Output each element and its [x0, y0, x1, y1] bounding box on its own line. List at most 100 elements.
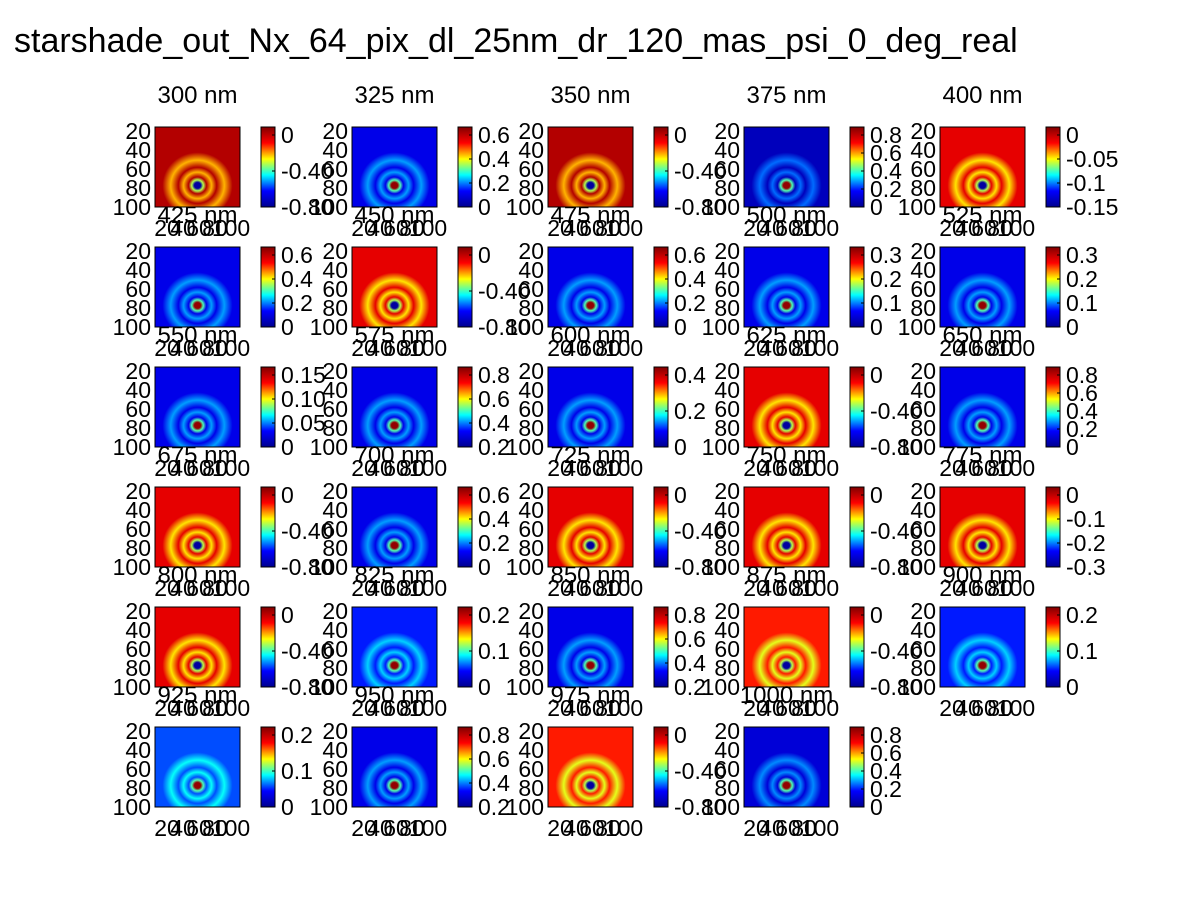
x-tick-label: 80	[595, 575, 621, 601]
x-tick-label: 80	[595, 815, 621, 841]
x-tick-label: 40	[955, 455, 981, 481]
heatmap-image	[940, 127, 1025, 207]
y-tick-label: 80	[910, 175, 936, 201]
x-tick-label: 20	[154, 455, 180, 481]
colorbar-tick-label: -0.80	[281, 194, 333, 220]
colorbar-frame	[849, 366, 865, 448]
x-tick-label: 100	[605, 215, 643, 241]
x-tick-label: 40	[759, 215, 785, 241]
heatmap-frame	[743, 366, 830, 448]
heatmap-image	[352, 127, 437, 207]
x-tick-label: 100	[409, 695, 447, 721]
x-tick-label: 100	[409, 335, 447, 361]
x-tick-label: 20	[939, 575, 965, 601]
panel-title: 300 nm	[157, 82, 237, 109]
colorbar	[654, 727, 668, 807]
colorbar-tick-label: -0.15	[1066, 194, 1118, 220]
y-tick-label: 40	[125, 377, 151, 403]
y-tick-label: 40	[125, 137, 151, 163]
x-tick-label: 60	[186, 815, 212, 841]
panel-title: 650 nm	[942, 322, 1022, 349]
x-tick-label: 80	[987, 695, 1013, 721]
y-tick-label: 80	[714, 535, 740, 561]
colorbar-tick-label: 0.4	[674, 650, 706, 676]
colorbar-tick-label: 0.1	[870, 290, 902, 316]
y-tick-label: 60	[125, 276, 151, 302]
x-tick-label: 60	[579, 455, 605, 481]
colorbar-tick-label: 0.1	[478, 638, 510, 664]
x-tick-label: 80	[399, 695, 425, 721]
x-tick-label: 20	[547, 695, 573, 721]
x-tick-label: 40	[563, 695, 589, 721]
y-tick-label: 80	[518, 655, 544, 681]
x-tick-label: 80	[202, 575, 228, 601]
x-tick-label: 60	[579, 335, 605, 361]
x-tick-label: 100	[409, 215, 447, 241]
colorbar-tick-label: -0.80	[870, 434, 922, 460]
colorbar-tick-label: 0.2	[870, 266, 902, 292]
heatmap-panel: 775 nm20406080100204060801000-0.1-0.2-0.…	[898, 442, 1106, 601]
heatmap-image	[548, 367, 633, 447]
colorbar	[458, 727, 472, 807]
colorbar-tick-label: 0	[281, 794, 294, 820]
colorbar-tick-label: 0.6	[674, 626, 706, 652]
y-tick-label: 60	[714, 396, 740, 422]
heatmap-frame	[351, 486, 438, 568]
colorbar-frame	[653, 366, 669, 448]
y-tick-label: 20	[714, 238, 740, 264]
panel-title: 350 nm	[550, 82, 630, 109]
heatmap-frame	[939, 126, 1026, 208]
colorbar-tick-label: 0	[281, 482, 294, 508]
colorbar-tick-label: 0.4	[674, 362, 706, 388]
colorbar-tick-label: 0.3	[1066, 242, 1098, 268]
y-tick-label: 60	[714, 636, 740, 662]
colorbar-frame	[653, 246, 669, 328]
y-tick-label: 80	[125, 295, 151, 321]
heatmap-image	[548, 607, 633, 687]
heatmap-image	[548, 127, 633, 207]
y-tick-label: 80	[322, 295, 348, 321]
y-tick-label: 40	[322, 137, 348, 163]
colorbar-tick-label: 0.6	[281, 242, 313, 268]
y-tick-label: 40	[125, 617, 151, 643]
colorbar-tick-label: 0.6	[478, 122, 510, 148]
x-tick-label: 20	[351, 455, 377, 481]
y-tick-label: 20	[125, 478, 151, 504]
x-tick-label: 60	[186, 575, 212, 601]
colorbar-frame	[260, 486, 276, 568]
colorbar-tick-label: -0.80	[674, 194, 726, 220]
colorbar	[850, 247, 864, 327]
y-tick-label: 60	[322, 396, 348, 422]
x-tick-label: 80	[399, 455, 425, 481]
colorbar	[850, 487, 864, 567]
x-tick-label: 40	[170, 215, 196, 241]
x-tick-label: 100	[409, 455, 447, 481]
colorbar-tick-label: 0.2	[674, 398, 706, 424]
x-tick-label: 20	[154, 695, 180, 721]
x-tick-label: 60	[186, 695, 212, 721]
colorbar-tick-label: 0	[870, 794, 883, 820]
heatmap-frame	[154, 606, 241, 688]
colorbar-tick-label: 0.4	[478, 770, 510, 796]
colorbar-tick-label: 0	[281, 602, 294, 628]
colorbar-tick-label: 0.2	[478, 170, 510, 196]
heatmap-panel: 400 nm20406080100204060801000-0.05-0.1-0…	[898, 82, 1119, 241]
x-tick-label: 20	[743, 695, 769, 721]
heatmap-frame	[743, 486, 830, 568]
x-tick-label: 20	[939, 455, 965, 481]
colorbar-frame	[457, 726, 473, 808]
colorbar	[654, 127, 668, 207]
x-tick-label: 100	[801, 815, 839, 841]
colorbar-tick-label: 0	[870, 314, 883, 340]
y-tick-label: 60	[518, 276, 544, 302]
y-tick-label: 60	[518, 156, 544, 182]
colorbar-tick-label: -0.40	[281, 158, 333, 184]
x-tick-label: 40	[955, 575, 981, 601]
y-tick-label: 80	[125, 415, 151, 441]
heatmap-image	[155, 727, 240, 807]
x-tick-label: 100	[212, 575, 250, 601]
heatmap-frame	[547, 246, 634, 328]
y-tick-label: 100	[310, 314, 348, 340]
